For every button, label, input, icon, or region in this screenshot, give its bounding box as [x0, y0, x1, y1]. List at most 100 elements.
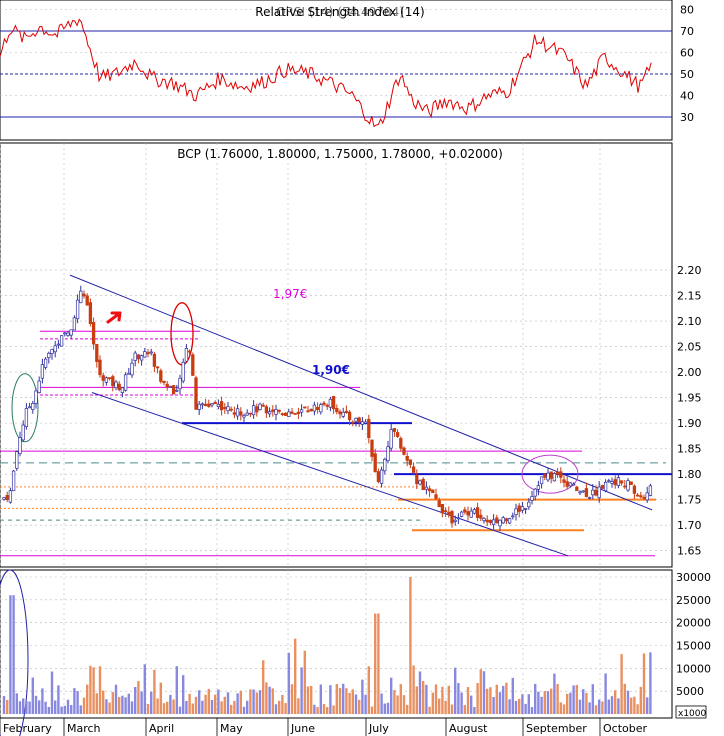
price-candle-body	[95, 344, 99, 362]
volume-bar	[594, 705, 598, 714]
price-tick-label: 2.00	[677, 366, 702, 379]
price-candle-body	[440, 503, 445, 514]
volume-bar	[428, 706, 431, 714]
volume-bar	[169, 694, 172, 714]
price-candle-body	[117, 383, 121, 391]
price-candle-body	[283, 412, 288, 416]
price-candle-body	[152, 353, 157, 367]
price-candle-body	[472, 509, 477, 514]
price-candle-body	[450, 511, 454, 524]
volume-bar	[236, 693, 239, 714]
price-candle-body	[642, 496, 646, 499]
volume-bar	[220, 701, 223, 714]
price-candle-body	[34, 390, 38, 404]
volume-bar	[281, 694, 284, 714]
price-candle-body	[360, 421, 365, 425]
month-label: March	[67, 722, 101, 735]
price-candle-body	[498, 519, 502, 527]
volume-bar	[514, 700, 518, 714]
price-candle-body	[47, 352, 51, 358]
price-candle-body	[514, 508, 518, 515]
price-candle-body	[120, 387, 125, 394]
volume-bar	[447, 685, 450, 714]
price-candle-body	[405, 456, 409, 461]
volume-bar	[63, 705, 66, 714]
month-label: February	[3, 722, 52, 735]
volume-bar	[460, 692, 463, 714]
price-candle-body	[536, 485, 541, 490]
price-title: BCP (1.76000, 1.80000, 1.75000, 1.78000,…	[177, 147, 503, 161]
volume-bar	[34, 695, 38, 714]
volume-bar	[630, 697, 633, 714]
volume-bar	[607, 699, 610, 714]
price-candle-body	[267, 411, 272, 415]
price-candle-body	[98, 359, 102, 376]
volume-bar	[278, 700, 281, 714]
volume-bar	[399, 684, 402, 714]
volume-bar	[402, 695, 406, 714]
price-candle-body	[619, 480, 624, 484]
price-candle-body	[114, 381, 118, 389]
rsi-series	[0, 18, 652, 128]
volume-bar	[473, 706, 476, 714]
price-candle-body	[415, 474, 419, 485]
volume-bar	[466, 687, 470, 714]
price-candle-body	[165, 383, 169, 388]
volume-bar	[598, 699, 601, 714]
price-candle-body	[303, 406, 307, 409]
volume-bar	[550, 688, 553, 714]
volume-bar	[194, 696, 198, 714]
volume-bar	[50, 671, 54, 714]
volume-bar	[188, 693, 191, 714]
price-candle-body	[50, 349, 54, 354]
volume-bar	[438, 698, 441, 714]
price-candle-body	[501, 517, 505, 524]
price-candle-body	[421, 478, 425, 491]
price-candle-body	[226, 406, 230, 412]
price-candle-body	[31, 403, 35, 410]
volume-bar	[534, 683, 537, 714]
price-candle-body	[543, 474, 547, 478]
price-candle-body	[453, 519, 457, 522]
price-candle-body	[82, 293, 86, 297]
volume-tick-label: 15000	[676, 639, 711, 652]
volume-bar	[223, 696, 226, 714]
price-candle-body	[338, 411, 342, 415]
price-candle-body	[530, 496, 534, 501]
price-candle-body	[568, 482, 573, 487]
price-candle-body	[626, 480, 630, 491]
month-axis: February March April May June July August Septe…	[0, 718, 647, 736]
volume-bar	[22, 698, 25, 714]
volume-bar	[217, 689, 220, 714]
volume-bar	[2, 696, 6, 714]
price-candle-body	[373, 453, 377, 473]
rsi-tick-label: 70	[680, 25, 694, 38]
price-candle-body	[194, 377, 198, 410]
channel-lower	[91, 392, 569, 557]
volume-bar	[41, 688, 44, 714]
price-candle-body	[571, 483, 576, 486]
price-candle-body	[8, 490, 13, 503]
price-candle-body	[287, 411, 291, 417]
price-candle-body	[389, 429, 393, 449]
volume-bar	[377, 613, 380, 714]
price-candle-body	[507, 518, 512, 524]
volume-bar	[95, 693, 98, 714]
price-candle-body	[312, 404, 317, 412]
volume-bar	[617, 698, 620, 714]
volume-bar	[89, 665, 92, 714]
rsi-tick-label: 80	[680, 4, 694, 17]
volume-bar	[162, 703, 166, 714]
volume-bar	[415, 686, 418, 714]
volume-bar	[614, 690, 617, 714]
price-candle-body	[139, 355, 144, 361]
price-candle-body	[376, 471, 381, 483]
volume-bar	[300, 667, 303, 714]
price-candle-body	[559, 471, 563, 478]
price-candle-body	[607, 480, 611, 483]
volume-bar	[530, 707, 534, 714]
volume-bar	[108, 702, 111, 714]
price-candle-body	[539, 476, 544, 485]
volume-bar	[185, 700, 188, 714]
price-candle-body	[261, 404, 265, 407]
